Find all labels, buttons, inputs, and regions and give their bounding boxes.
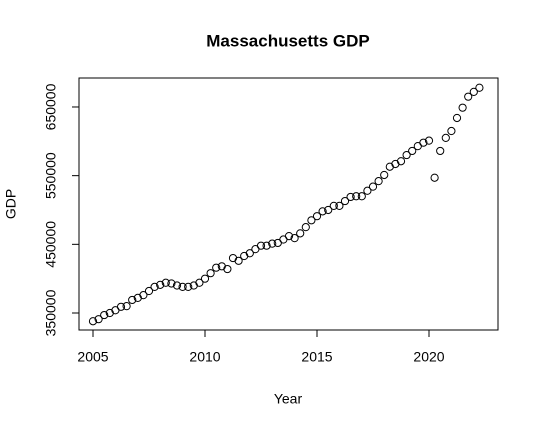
point (290, 234, 299, 243)
point (212, 263, 221, 272)
point (240, 251, 249, 261)
point (441, 133, 450, 142)
point (172, 281, 182, 290)
point (374, 177, 383, 186)
point (447, 126, 456, 136)
point (318, 207, 327, 216)
x-tick-label: 2005 (77, 349, 108, 365)
point (402, 150, 411, 160)
point (469, 87, 478, 96)
point (144, 286, 154, 296)
y-tick-label: 350000 (43, 289, 59, 336)
point (116, 302, 126, 311)
point (396, 157, 406, 166)
y-tick-label: 550000 (43, 152, 59, 199)
plot-frame (78, 77, 499, 331)
point (128, 295, 137, 305)
chart-title: Massachusetts GDP (206, 31, 369, 50)
point (357, 192, 366, 201)
point (464, 92, 473, 101)
point (150, 282, 159, 292)
point (223, 264, 232, 274)
point (296, 229, 305, 238)
point (352, 192, 361, 201)
point (475, 83, 484, 92)
point (368, 182, 378, 191)
point (122, 302, 131, 311)
y-axis-label: GDP (3, 189, 19, 219)
point (363, 186, 372, 195)
point (228, 253, 238, 263)
point (178, 282, 187, 292)
point (346, 192, 355, 202)
point (195, 278, 204, 287)
x-tick-label: 2020 (413, 349, 444, 365)
point (88, 317, 98, 326)
x-axis-label: Year (274, 391, 303, 407)
point (161, 278, 170, 287)
x-tick-label: 2010 (189, 349, 220, 365)
x-tick-label: 2015 (301, 349, 332, 365)
point (234, 256, 243, 265)
point (262, 241, 271, 250)
point (458, 103, 467, 112)
point (380, 170, 389, 180)
point (200, 274, 210, 283)
point (245, 249, 254, 258)
point (424, 136, 434, 145)
point (307, 216, 316, 225)
point (284, 231, 294, 241)
point (329, 201, 338, 210)
point (184, 282, 193, 292)
point (340, 196, 350, 206)
point (452, 113, 462, 123)
point (312, 212, 322, 221)
point (419, 138, 428, 147)
point (436, 146, 445, 156)
y-tick-label: 450000 (43, 221, 59, 268)
point (139, 291, 148, 300)
point (324, 205, 333, 215)
point (391, 159, 400, 169)
point (385, 162, 394, 171)
point (256, 241, 266, 250)
y-tick-label: 650000 (43, 83, 59, 130)
point (301, 223, 310, 232)
point (335, 201, 344, 210)
point (206, 269, 215, 278)
point (268, 239, 277, 248)
point (408, 146, 417, 156)
point (100, 310, 109, 320)
point (94, 315, 103, 324)
point (167, 279, 176, 288)
point (156, 280, 165, 289)
point (430, 173, 439, 182)
